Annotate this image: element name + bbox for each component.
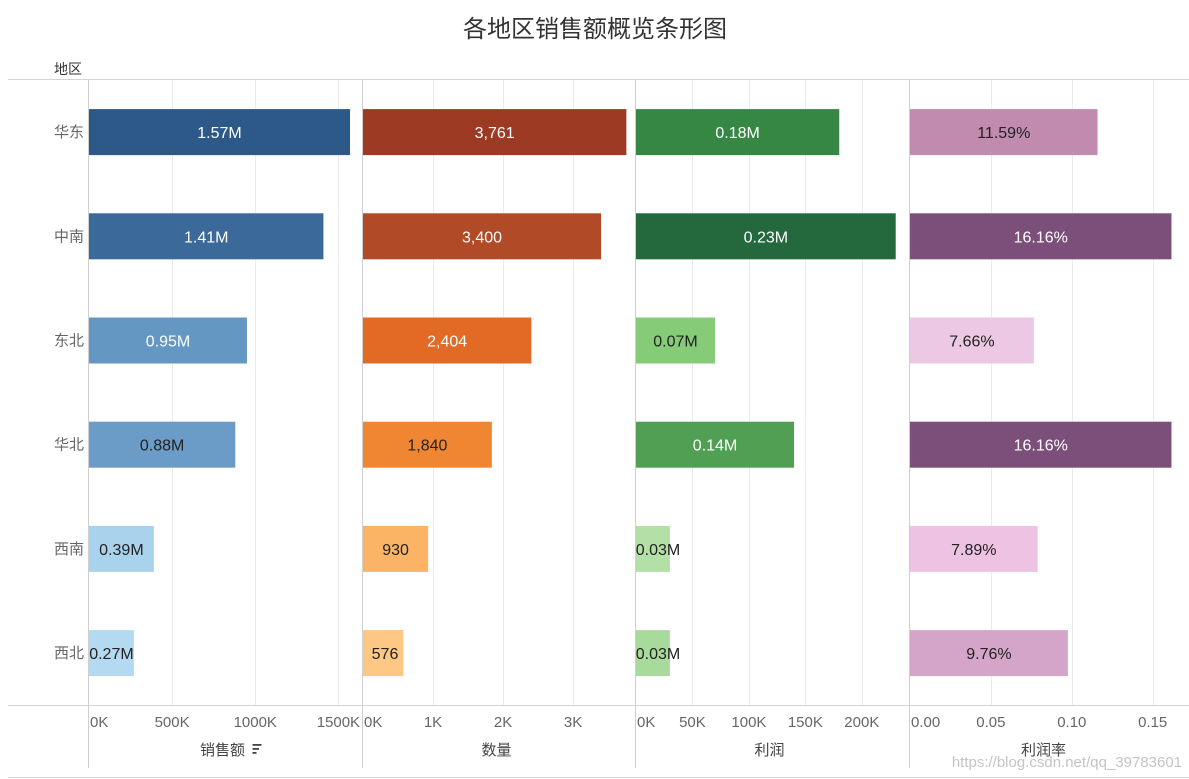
axis-title: 数量 [481,741,511,759]
data-label: 576 [372,646,399,663]
bar [89,317,247,364]
frame-layer [8,79,1189,778]
bar [910,630,1068,677]
bar [636,630,670,677]
tick-label: 0.15 [1138,714,1167,731]
bar [363,630,404,677]
row-label: 中南 [54,227,84,245]
bar [363,421,492,468]
tick-label: 150K [788,714,823,731]
axes: 0K 500K 1000K 1500K 销售额 0K 1K 2K 3K 数量 0K 50K 100K 15… [90,714,1167,759]
tick-label: 0.05 [976,714,1005,731]
data-label: 9.76% [966,646,1011,663]
bar [910,317,1034,364]
bar [636,421,795,468]
bars [89,109,1172,677]
tick-label: 0.10 [1057,714,1086,731]
data-label: 7.66% [949,334,994,351]
tick-label: 0.00 [911,714,940,731]
axis-title: 利润率 [1021,741,1066,759]
row-label: 华东 [54,123,84,141]
data-label: 0.03M [636,646,680,663]
tick-label: 2K [494,714,512,731]
row-label: 西南 [54,540,84,558]
axis-title: 利润 [754,741,784,759]
data-label: 0.23M [744,229,788,246]
chart-title: 各地区销售额概览条形图 [463,15,727,43]
bar [636,317,716,364]
tick-label: 0K [637,714,655,731]
bar [636,109,840,156]
data-label: 0.95M [146,334,190,351]
bar [363,317,532,364]
bar [363,109,627,156]
data-label: 1.41M [184,229,228,246]
watermark: https://blog.csdn.net/qq_39783601 [952,754,1182,771]
bar [910,109,1098,156]
bar [363,213,602,260]
data-label: 0.03M [636,542,680,559]
bar [363,525,429,572]
tick-label: 0K [364,714,382,731]
data-label: 7.89% [951,542,996,559]
tick-label: 100K [731,714,766,731]
tick-label: 200K [844,714,879,731]
tick-label: 1000K [234,714,277,731]
data-label: 930 [382,542,409,559]
bar [89,421,236,468]
data-label: 1,840 [407,438,447,455]
tick-label: 0K [90,714,108,731]
data-label: 3,400 [462,229,502,246]
tick-label: 1500K [317,714,360,731]
data-label: 11.59% [977,125,1030,142]
bar [636,213,896,260]
sort-descending-icon[interactable] [252,744,262,754]
data-label: 0.07M [653,334,697,351]
bar [89,109,351,156]
bar [910,525,1038,572]
data-label: 0.39M [99,542,143,559]
bar [89,525,154,572]
bar [910,421,1172,468]
data-label: 16.16% [1014,438,1068,455]
grid-layer [172,80,1154,705]
data-label: 0.18M [715,125,759,142]
tick-label: 500K [155,714,190,731]
data-label: 0.88M [140,438,184,455]
tick-label: 3K [564,714,582,731]
row-dimension-header: 地区 [54,62,82,78]
tick-label: 1K [424,714,442,731]
data-label: 0.27M [89,646,133,663]
data-label: 0.14M [693,438,737,455]
data-label: 16.16% [1014,229,1068,246]
row-label: 西北 [54,644,84,662]
axis-title: 销售额 [200,741,245,759]
tick-label: 50K [679,714,706,731]
data-label: 1.57M [197,125,241,142]
bar-labels: 1.57M 1.41M 0.95M 0.88M 0.39M 0.27M 3,761 3,400… [89,125,1068,663]
row-label: 华北 [54,436,84,454]
bar [910,213,1172,260]
bar [89,213,324,260]
row-label: 东北 [54,332,84,350]
bar [89,630,134,677]
bar [636,525,670,572]
data-label: 3,761 [475,125,515,142]
data-label: 2,404 [427,334,467,351]
